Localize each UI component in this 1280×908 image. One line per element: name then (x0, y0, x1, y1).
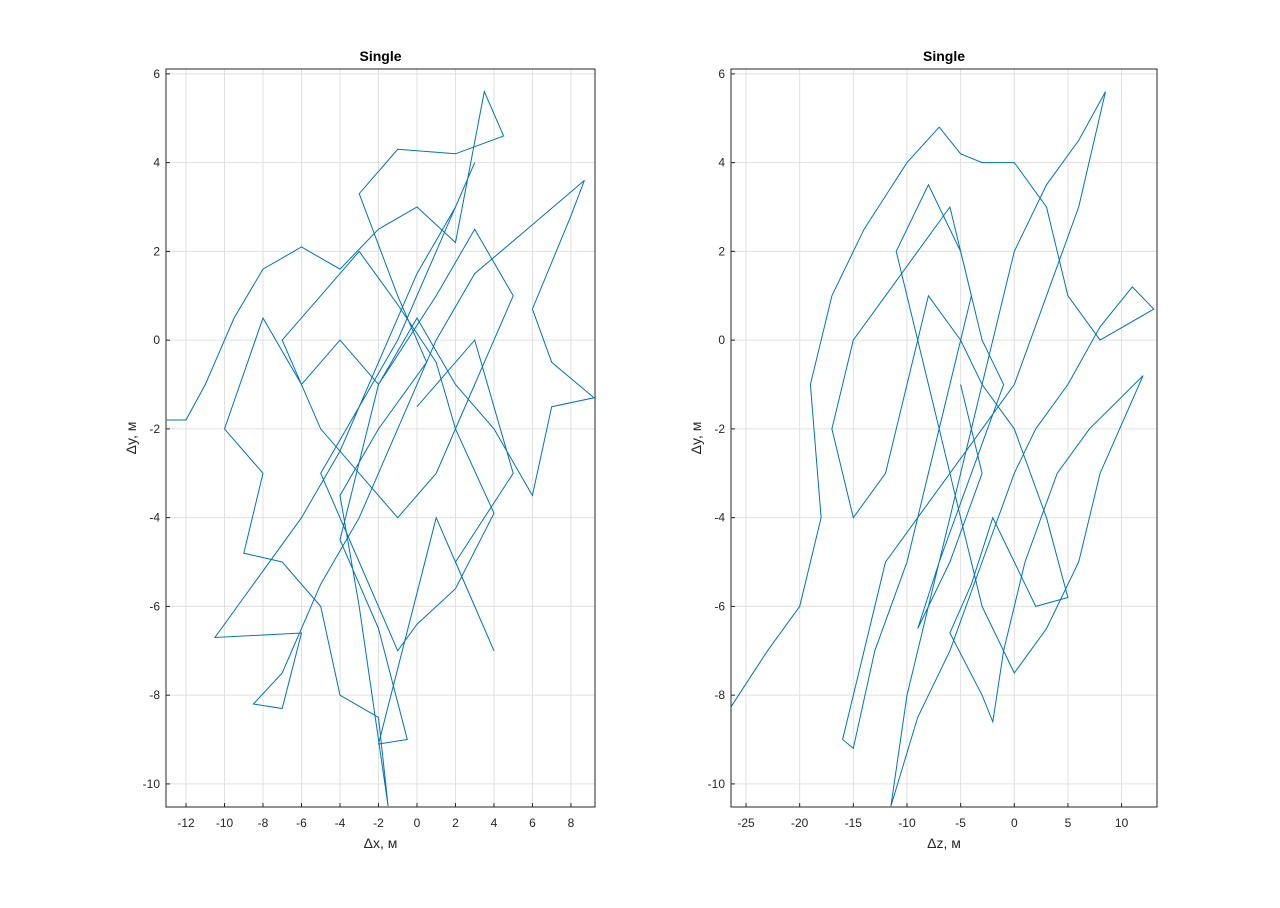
x-tick-label: 2 (452, 816, 459, 830)
y-tick-label: -6 (149, 599, 160, 613)
y-tick-label: 6 (153, 67, 160, 81)
y-axis-label: Δy, м (123, 422, 139, 455)
axes-box (165, 68, 596, 808)
y-tick-label: -6 (714, 599, 725, 613)
y-tick-label: -4 (149, 511, 160, 525)
x-tick-label: -2 (373, 816, 384, 830)
left-axes: -12 -10 -8 -6 -4 -2 0 2 4 6 8 -10 -8 -6 -4 -2 0 2 4 6 Single… (123, 48, 596, 851)
x-axis-label: Δx, м (364, 835, 398, 851)
x-tick-label: -4 (335, 816, 346, 830)
x-tick-label: 0 (414, 816, 421, 830)
chart-title: Single (359, 48, 401, 64)
x-tick-label: 8 (568, 816, 575, 830)
y-tick-label: 4 (153, 156, 160, 170)
y-tick-label: 0 (718, 333, 725, 347)
x-tick-label: -6 (296, 816, 307, 830)
trajectory-line (166, 89, 595, 807)
x-tick-label: -10 (898, 816, 916, 830)
axes-box (730, 68, 1158, 808)
x-tick-label: -15 (845, 816, 863, 830)
y-tick-label: -4 (714, 511, 725, 525)
x-tick-label: 5 (1065, 816, 1072, 830)
y-tick-label: 2 (718, 244, 725, 258)
x-tick-label: 0 (1011, 816, 1018, 830)
plot-area (731, 69, 1157, 807)
y-tick-label: -2 (714, 422, 725, 436)
x-tick-label: -12 (177, 816, 195, 830)
right-axes: -25 -20 -15 -10 -5 0 5 10-10-8-6-4-20246SingleΔ… (688, 48, 1158, 851)
trajectory-line (731, 91, 1155, 807)
y-tick-label: -8 (149, 688, 160, 702)
x-tick-label: 4 (491, 816, 498, 830)
x-tick-label: -10 (216, 816, 234, 830)
y-tick-label: 6 (718, 67, 725, 81)
y-tick-label: -2 (149, 422, 160, 436)
y-tick-label: 2 (153, 244, 160, 258)
y-axis-label: Δy, м (688, 422, 704, 455)
x-tick-label: -5 (955, 816, 966, 830)
x-axis-label: Δz, м (927, 835, 961, 851)
y-tick-label: -10 (143, 777, 161, 791)
chart-title: Single (923, 48, 965, 64)
y-tick-label: -8 (714, 688, 725, 702)
y-tick-label: 0 (153, 333, 160, 347)
y-tick-label: 4 (718, 156, 725, 170)
x-tick-label: -20 (791, 816, 809, 830)
x-tick-label: -8 (258, 816, 269, 830)
plot-area (166, 69, 595, 807)
x-tick-label: -25 (737, 816, 755, 830)
y-tick-label: -10 (708, 777, 726, 791)
x-tick-label: 6 (529, 816, 536, 830)
x-tick-label: 10 (1115, 816, 1129, 830)
